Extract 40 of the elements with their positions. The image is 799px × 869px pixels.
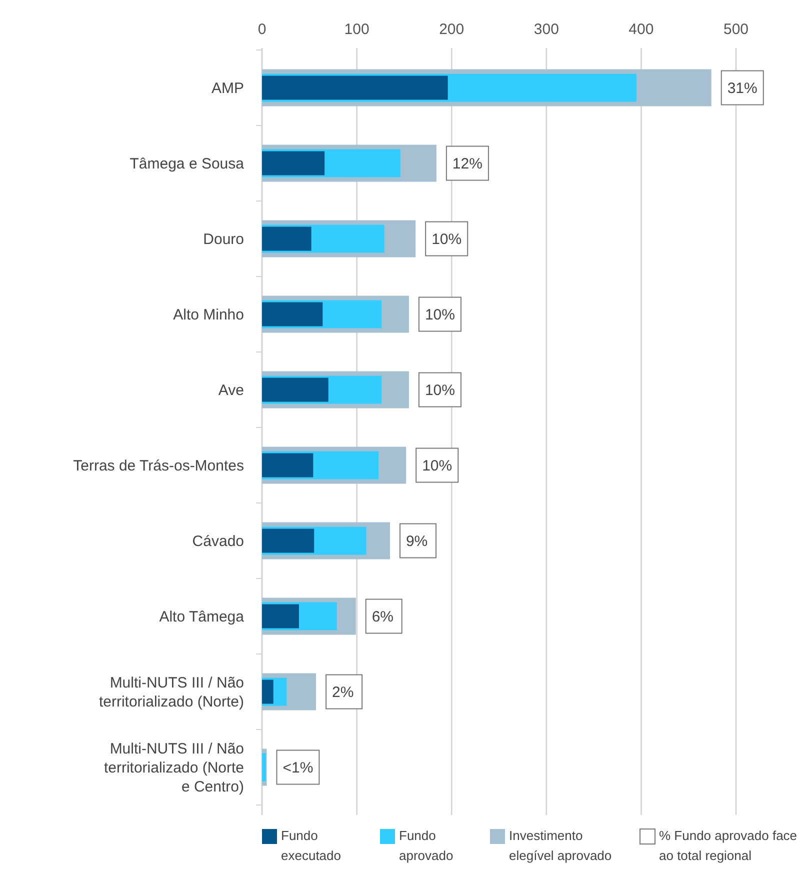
y-tick-label: Cávado [192, 532, 244, 550]
y-tick-label: Tâmega e Sousa [130, 155, 245, 172]
bar [262, 604, 299, 628]
x-tick-label: 100 [344, 21, 370, 38]
x-tick-label: 0 [258, 21, 266, 38]
x-tick-label: 300 [534, 21, 559, 38]
bar [262, 302, 323, 326]
x-tick-label: 400 [628, 21, 654, 38]
bar [262, 378, 328, 402]
bar [262, 226, 312, 251]
y-tick-label: Alto Tâmega [159, 608, 245, 626]
bar [262, 680, 274, 704]
annotation: 2% [332, 684, 354, 701]
bar [262, 753, 266, 782]
annotation: 10% [432, 230, 462, 248]
bar [262, 528, 314, 553]
x-tick-label: 200 [439, 21, 464, 38]
y-tick-label: Alto Minho [173, 306, 244, 324]
y-tick-label: Douro [203, 230, 244, 248]
annotation: 10% [422, 457, 452, 474]
text: % Fundo aprovado face ao total regional [659, 828, 798, 863]
bar [262, 453, 314, 478]
legend-label: Fundo executado [281, 828, 341, 863]
y-tick-label: Ave [218, 382, 244, 399]
annotation: 31% [727, 80, 758, 97]
annotation: 12% [452, 155, 482, 172]
annotation: 10% [424, 306, 455, 324]
annotation: <1% [282, 759, 314, 776]
legend-label: Investimento elegível aprovado [509, 828, 612, 863]
y-tick-label: AMP [211, 80, 244, 97]
y-tick-label: Multi-NUTS III / Não territorializado (Norte e Centro) [104, 740, 244, 796]
y-tick-label: Terras de Trás-os-Montes [73, 457, 244, 474]
annotation: 6% [372, 608, 394, 626]
annotation: 9% [406, 532, 428, 550]
bar [262, 76, 448, 100]
y-tick-label: Multi-NUTS III / Não territorializado (Norte) [98, 674, 244, 710]
x-tick-label: 500 [723, 21, 749, 38]
annotation: 10% [424, 382, 455, 399]
bar [262, 151, 325, 176]
legend-label: Fundo aprovado [399, 828, 454, 863]
